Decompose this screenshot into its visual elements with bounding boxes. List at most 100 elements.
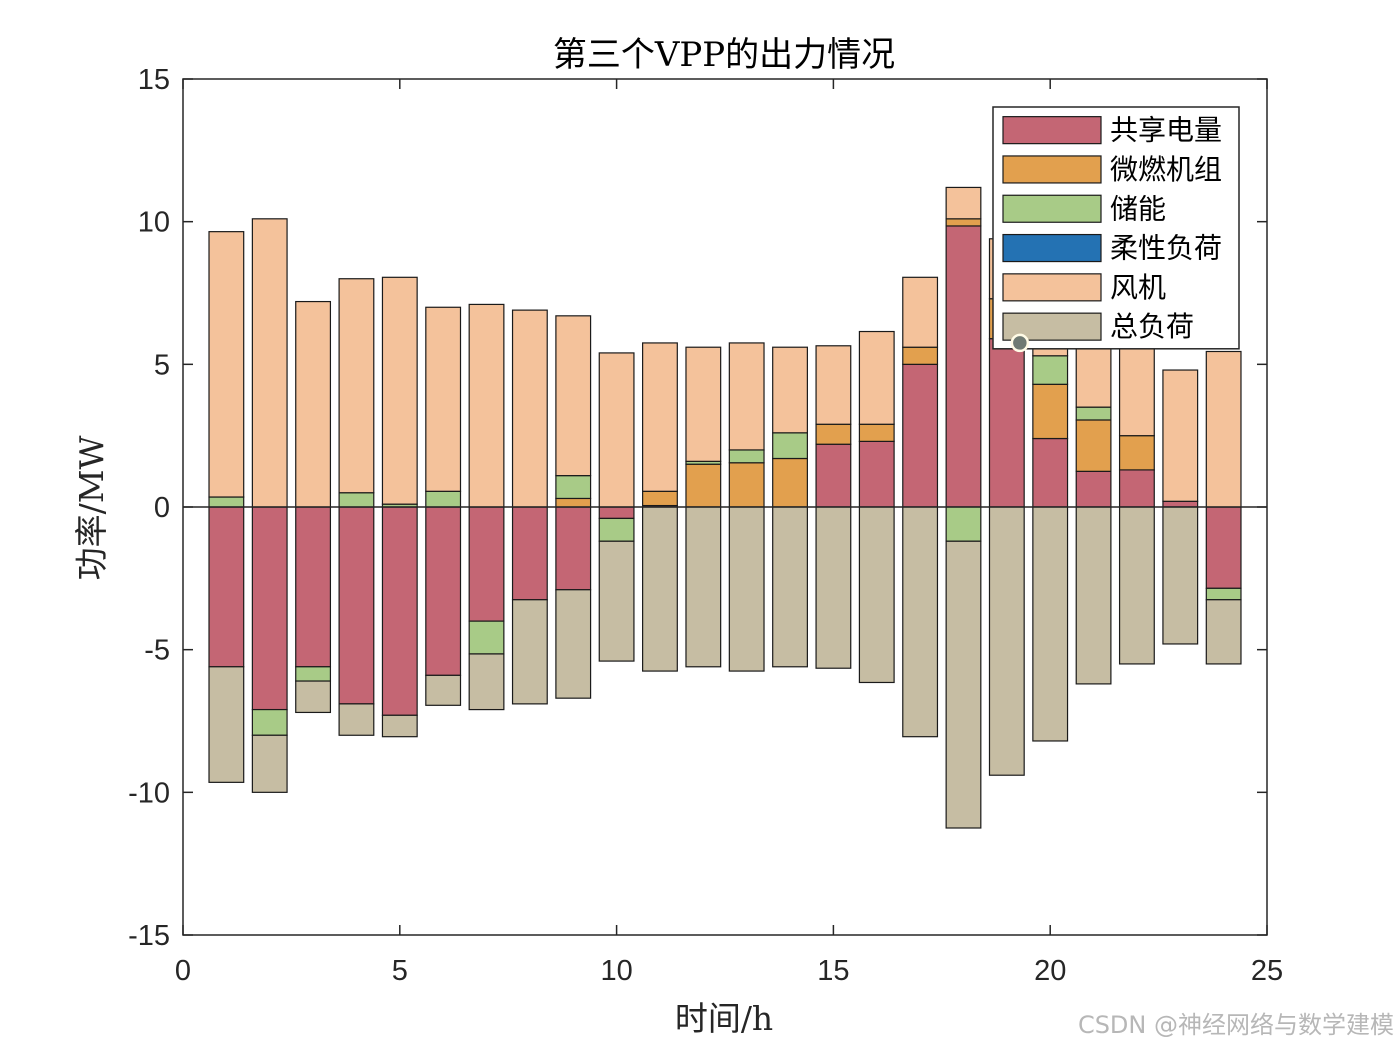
bar-s1-x13 (728, 462, 765, 508)
bar-s0-x17 (902, 363, 939, 508)
bar-s2-x13 (728, 449, 765, 464)
bar-s1-x21 (1075, 419, 1112, 472)
bar-s4-x5 (381, 276, 418, 505)
bar-s0-x8 (511, 506, 548, 601)
bar-s1-x16 (858, 423, 895, 442)
bar-s0-x2 (251, 506, 288, 711)
bar-s1-x18 (945, 218, 982, 227)
bar-s5-x19 (988, 506, 1025, 776)
bar-s1-x22 (1118, 435, 1155, 471)
bar-s4-x2 (251, 218, 288, 508)
x-tick-label: 5 (392, 955, 408, 987)
bar-s2-x4 (338, 492, 375, 508)
bar-s2-x18 (945, 506, 982, 542)
bar-s1-x15 (815, 423, 852, 445)
y-tick-label: -10 (128, 777, 170, 809)
bar-s0-x22 (1118, 469, 1155, 508)
bar-s5-x24 (1205, 599, 1242, 665)
bar-s2-x7 (468, 620, 505, 655)
bar-s2-x9 (555, 475, 592, 500)
bar-s2-x10 (598, 517, 635, 542)
bar-s4-x16 (858, 330, 895, 425)
bar-s4-x15 (815, 345, 852, 425)
bar-s4-x24 (1205, 350, 1242, 508)
bar-s5-x13 (728, 506, 765, 672)
bar-s2-x6 (425, 490, 462, 508)
bar-s5-x23 (1162, 506, 1199, 645)
bar-s5-x11 (642, 506, 678, 672)
y-tick-label: -5 (144, 635, 170, 667)
bar-s4-x7 (468, 303, 505, 508)
bar-series-group (208, 186, 1242, 829)
bar-s0-x16 (858, 440, 895, 508)
bar-s5-x9 (555, 589, 592, 699)
y-tick-label: 15 (138, 64, 170, 96)
x-tick-label: 15 (817, 955, 849, 987)
bar-s2-x24 (1205, 587, 1242, 601)
legend-label-5: 总负荷 (1110, 310, 1194, 343)
bar-s5-x18 (945, 540, 982, 829)
y-tick-label: -15 (128, 920, 170, 952)
legend-swatch-2 (1002, 194, 1102, 223)
bar-s4-x14 (772, 346, 808, 434)
bar-s2-x3 (295, 666, 332, 682)
bar-s4-x18 (945, 186, 982, 220)
bar-s4-x11 (642, 342, 678, 492)
bar-s5-x7 (468, 653, 505, 711)
bar-s1-x20 (1032, 383, 1069, 440)
bar-s1-x9 (555, 497, 592, 508)
bar-s5-x14 (772, 506, 808, 668)
bar-s0-x23 (1162, 500, 1199, 508)
x-axis-label: 时间/h (675, 999, 773, 1038)
legend-box (992, 106, 1240, 350)
legend-label-4: 风机 (1110, 271, 1166, 304)
bar-s4-x17 (902, 276, 939, 348)
bar-s1-x11 (642, 490, 678, 507)
bar-s0-x5 (381, 506, 418, 716)
legend-label-0: 共享电量 (1110, 114, 1222, 147)
bar-s0-x4 (338, 506, 375, 705)
legend-swatch-4 (1002, 273, 1102, 302)
bar-s4-x21 (1075, 348, 1112, 408)
bar-s4-x13 (728, 342, 765, 451)
bar-s1-x17 (902, 346, 939, 365)
bar-s5-x12 (685, 506, 722, 668)
bar-s5-x22 (1118, 506, 1155, 665)
bar-s4-x22 (1118, 346, 1155, 437)
legend-swatch-3 (1002, 233, 1102, 263)
bar-s5-x8 (511, 599, 548, 705)
bar-s4-x8 (511, 309, 548, 508)
bar-s5-x2 (251, 734, 288, 793)
bar-s0-x7 (468, 506, 505, 622)
bar-s1-x14 (772, 457, 808, 508)
x-tick-label: 0 (175, 955, 191, 987)
datatip-marker[interactable] (1010, 333, 1030, 353)
bar-s5-x20 (1032, 506, 1069, 742)
legend-swatch-0 (1002, 116, 1102, 145)
bar-s0-x18 (945, 225, 982, 508)
bar-s5-x1 (208, 666, 245, 783)
bar-s4-x12 (685, 346, 722, 462)
bar-s4-x9 (555, 315, 592, 477)
bar-s5-x5 (381, 714, 418, 738)
bar-s0-x6 (425, 506, 462, 676)
bar-s0-x9 (555, 506, 592, 591)
bar-s0-x24 (1205, 506, 1242, 589)
bar-s5-x10 (598, 540, 635, 662)
bar-s2-x21 (1075, 406, 1112, 421)
bar-s4-x6 (425, 306, 462, 492)
bar-s0-x3 (295, 506, 332, 668)
legend-label-2: 储能 (1110, 192, 1166, 225)
bar-s4-x10 (598, 352, 635, 508)
legend-label-3: 柔性负荷 (1110, 232, 1222, 265)
legend-swatch-1 (1002, 155, 1102, 184)
bar-s5-x3 (295, 680, 332, 714)
bar-s2-x20 (1032, 355, 1069, 385)
x-tick-label: 25 (1251, 955, 1283, 987)
bar-s5-x16 (858, 506, 895, 684)
bar-s0-x19 (988, 338, 1025, 508)
y-tick-label: 5 (154, 349, 170, 381)
bar-s5-x4 (338, 703, 375, 736)
bar-s2-x2 (251, 708, 288, 736)
chart-title: 第三个VPP的出力情况 (553, 35, 895, 75)
